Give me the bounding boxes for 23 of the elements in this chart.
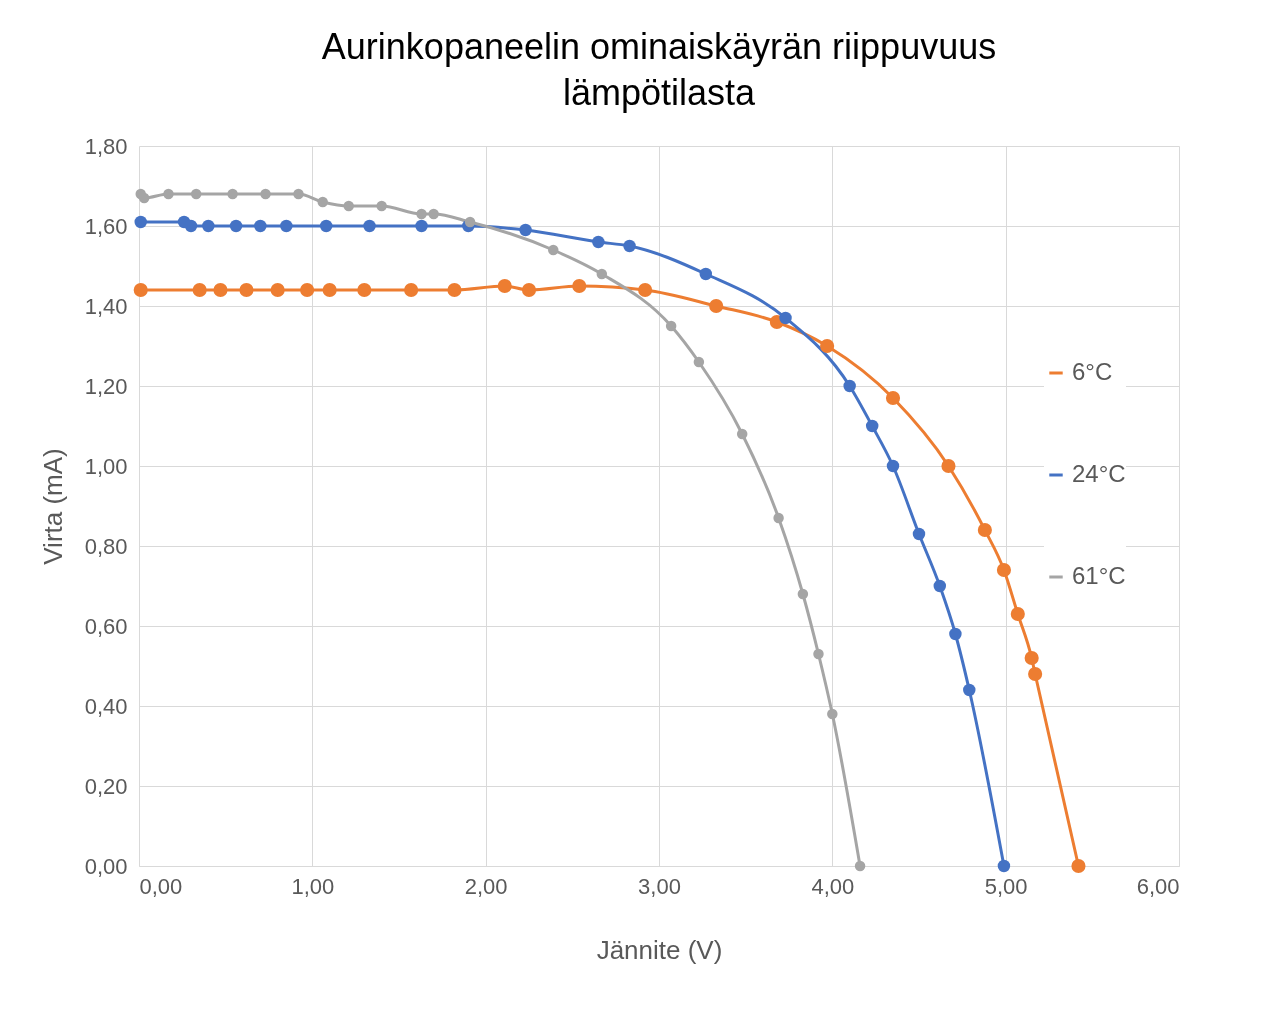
chart-title: Aurinkopaneelin ominaiskäyrän riippuvuus lämpötilasta xyxy=(321,26,997,113)
x-tick-label: 1,00 xyxy=(291,873,335,899)
y-tick-label: 0,80 xyxy=(84,533,128,559)
y-tick-label: 0,40 xyxy=(84,693,128,719)
y-axis-title: Virta (mA) xyxy=(37,448,68,565)
y-tick-label: 1,40 xyxy=(84,293,128,319)
x-tick-label: 5,00 xyxy=(984,873,1028,899)
legend-label: 24°C xyxy=(1072,460,1126,487)
y-tick-label: 0,20 xyxy=(84,773,128,799)
x-tick-label: 6,00 xyxy=(1136,873,1180,899)
x-tick-label: 4,00 xyxy=(811,873,855,899)
y-tick-label: 1,80 xyxy=(84,133,128,159)
x-tick-label: 3,00 xyxy=(638,873,681,899)
y-tick-label: 1,00 xyxy=(84,453,128,479)
y-tick-label: 1,60 xyxy=(84,213,128,239)
x-tick-label: 0,00 xyxy=(139,873,183,899)
legend-label: 61°C xyxy=(1072,562,1126,589)
y-tick-label: 0,00 xyxy=(84,853,128,879)
x-tick-label: 2,00 xyxy=(464,873,508,899)
legend-label: 6°C xyxy=(1072,358,1113,385)
y-tick-label: 1,20 xyxy=(84,373,128,399)
y-tick-label: 0,60 xyxy=(84,613,128,639)
x-axis-title: Jännite (V) xyxy=(596,934,723,965)
